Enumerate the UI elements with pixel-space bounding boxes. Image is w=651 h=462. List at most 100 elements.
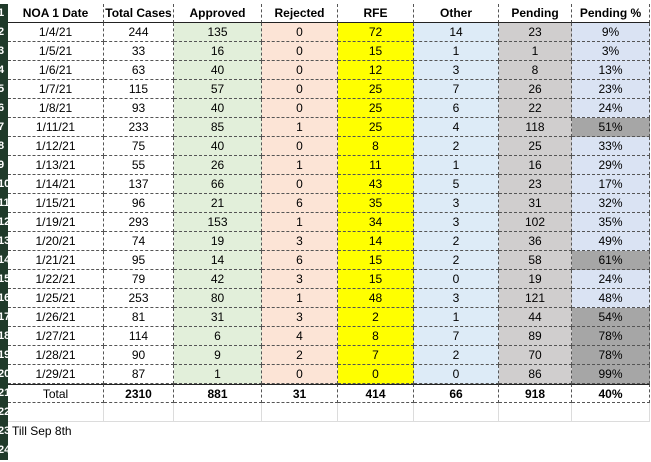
row-number[interactable]: 8 — [0, 137, 8, 156]
total-cases-cell[interactable]: 253 — [104, 289, 174, 308]
pending-cell[interactable]: 44 — [499, 308, 572, 327]
noa-date-cell[interactable]: 1/28/21 — [8, 346, 104, 365]
total-cases-cell[interactable]: 137 — [104, 175, 174, 194]
pending-cell[interactable]: 23 — [499, 23, 572, 42]
total-cases-cell[interactable]: 79 — [104, 270, 174, 289]
pending-pct-cell[interactable]: 3% — [572, 42, 650, 61]
pending-cell[interactable]: 58 — [499, 251, 572, 270]
other-cell[interactable]: 0 — [414, 365, 499, 384]
pending-cell[interactable]: 121 — [499, 289, 572, 308]
header-noa-date[interactable]: NOA 1 Date — [8, 4, 104, 23]
rejected-cell[interactable]: 0 — [262, 42, 338, 61]
other-cell[interactable]: 2 — [414, 346, 499, 365]
other-cell[interactable]: 1 — [414, 308, 499, 327]
header-total-cases[interactable]: Total Cases — [104, 4, 174, 23]
row-number[interactable]: 16 — [0, 289, 8, 308]
rejected-cell[interactable]: 1 — [262, 213, 338, 232]
rejected-cell[interactable]: 0 — [262, 137, 338, 156]
rejected-cell[interactable]: 1 — [262, 156, 338, 175]
row-number[interactable]: 7 — [0, 118, 8, 137]
rfe-cell[interactable]: 25 — [338, 118, 414, 137]
rfe-cell[interactable]: 11 — [338, 156, 414, 175]
row-number[interactable]: 14 — [0, 251, 8, 270]
rfe-cell[interactable]: 15 — [338, 42, 414, 61]
pending-cell[interactable]: 89 — [499, 327, 572, 346]
row-number[interactable]: 20 — [0, 365, 8, 384]
pending-cell[interactable]: 36 — [499, 232, 572, 251]
total-rejected[interactable]: 31 — [262, 384, 338, 403]
approved-cell[interactable]: 66 — [174, 175, 262, 194]
pending-pct-cell[interactable]: 29% — [572, 156, 650, 175]
total-cases-cell[interactable]: 115 — [104, 80, 174, 99]
pending-pct-cell[interactable]: 9% — [572, 23, 650, 42]
rejected-cell[interactable]: 0 — [262, 80, 338, 99]
approved-cell[interactable]: 42 — [174, 270, 262, 289]
row-number[interactable]: 21 — [0, 384, 8, 403]
row-number[interactable]: 24 — [0, 441, 8, 460]
noa-date-cell[interactable]: 1/7/21 — [8, 80, 104, 99]
pending-cell[interactable]: 23 — [499, 175, 572, 194]
other-cell[interactable]: 4 — [414, 118, 499, 137]
pending-pct-cell[interactable]: 24% — [572, 270, 650, 289]
row-number[interactable]: 17 — [0, 308, 8, 327]
approved-cell[interactable]: 21 — [174, 194, 262, 213]
pending-cell[interactable]: 1 — [499, 42, 572, 61]
approved-cell[interactable]: 40 — [174, 137, 262, 156]
approved-cell[interactable]: 57 — [174, 80, 262, 99]
pending-pct-cell[interactable]: 99% — [572, 365, 650, 384]
noa-date-cell[interactable]: 1/15/21 — [8, 194, 104, 213]
rfe-cell[interactable]: 35 — [338, 194, 414, 213]
row-number[interactable]: 15 — [0, 270, 8, 289]
row-number[interactable]: 11 — [0, 194, 8, 213]
other-cell[interactable]: 5 — [414, 175, 499, 194]
total-cases-cell[interactable]: 95 — [104, 251, 174, 270]
empty-cell[interactable] — [572, 403, 650, 422]
row-number[interactable]: 13 — [0, 232, 8, 251]
empty-cell[interactable] — [414, 403, 499, 422]
noa-date-cell[interactable]: 1/29/21 — [8, 365, 104, 384]
approved-cell[interactable]: 1 — [174, 365, 262, 384]
other-cell[interactable]: 1 — [414, 156, 499, 175]
noa-date-cell[interactable]: 1/25/21 — [8, 289, 104, 308]
total-other[interactable]: 66 — [414, 384, 499, 403]
header-rfe[interactable]: RFE — [338, 4, 414, 23]
pending-pct-cell[interactable]: 13% — [572, 61, 650, 80]
empty-cell[interactable] — [499, 403, 572, 422]
header-pending-pct[interactable]: Pending % — [572, 4, 650, 23]
pending-pct-cell[interactable]: 51% — [572, 118, 650, 137]
row-number[interactable]: 12 — [0, 213, 8, 232]
noa-date-cell[interactable]: 1/11/21 — [8, 118, 104, 137]
pending-cell[interactable]: 19 — [499, 270, 572, 289]
approved-cell[interactable]: 14 — [174, 251, 262, 270]
noa-date-cell[interactable]: 1/26/21 — [8, 308, 104, 327]
total-cases-cell[interactable]: 96 — [104, 194, 174, 213]
rejected-cell[interactable]: 3 — [262, 270, 338, 289]
rejected-cell[interactable]: 6 — [262, 251, 338, 270]
rfe-cell[interactable]: 43 — [338, 175, 414, 194]
approved-cell[interactable]: 85 — [174, 118, 262, 137]
pending-pct-cell[interactable]: 32% — [572, 194, 650, 213]
pending-cell[interactable]: 26 — [499, 80, 572, 99]
rejected-cell[interactable]: 1 — [262, 118, 338, 137]
other-cell[interactable]: 7 — [414, 327, 499, 346]
noa-date-cell[interactable]: 1/21/21 — [8, 251, 104, 270]
rejected-cell[interactable]: 0 — [262, 23, 338, 42]
total-cases-cell[interactable]: 81 — [104, 308, 174, 327]
pending-pct-cell[interactable]: 35% — [572, 213, 650, 232]
rejected-cell[interactable]: 0 — [262, 365, 338, 384]
rfe-cell[interactable]: 34 — [338, 213, 414, 232]
rfe-cell[interactable]: 15 — [338, 251, 414, 270]
row-number[interactable]: 18 — [0, 327, 8, 346]
pending-cell[interactable]: 86 — [499, 365, 572, 384]
approved-cell[interactable]: 6 — [174, 327, 262, 346]
total-cases-cell[interactable]: 93 — [104, 99, 174, 118]
rejected-cell[interactable]: 0 — [262, 175, 338, 194]
rfe-cell[interactable]: 72 — [338, 23, 414, 42]
other-cell[interactable]: 2 — [414, 232, 499, 251]
other-cell[interactable]: 6 — [414, 99, 499, 118]
rfe-cell[interactable]: 48 — [338, 289, 414, 308]
other-cell[interactable]: 3 — [414, 61, 499, 80]
total-cases-cell[interactable]: 293 — [104, 213, 174, 232]
empty-cell[interactable] — [104, 403, 174, 422]
rejected-cell[interactable]: 1 — [262, 289, 338, 308]
